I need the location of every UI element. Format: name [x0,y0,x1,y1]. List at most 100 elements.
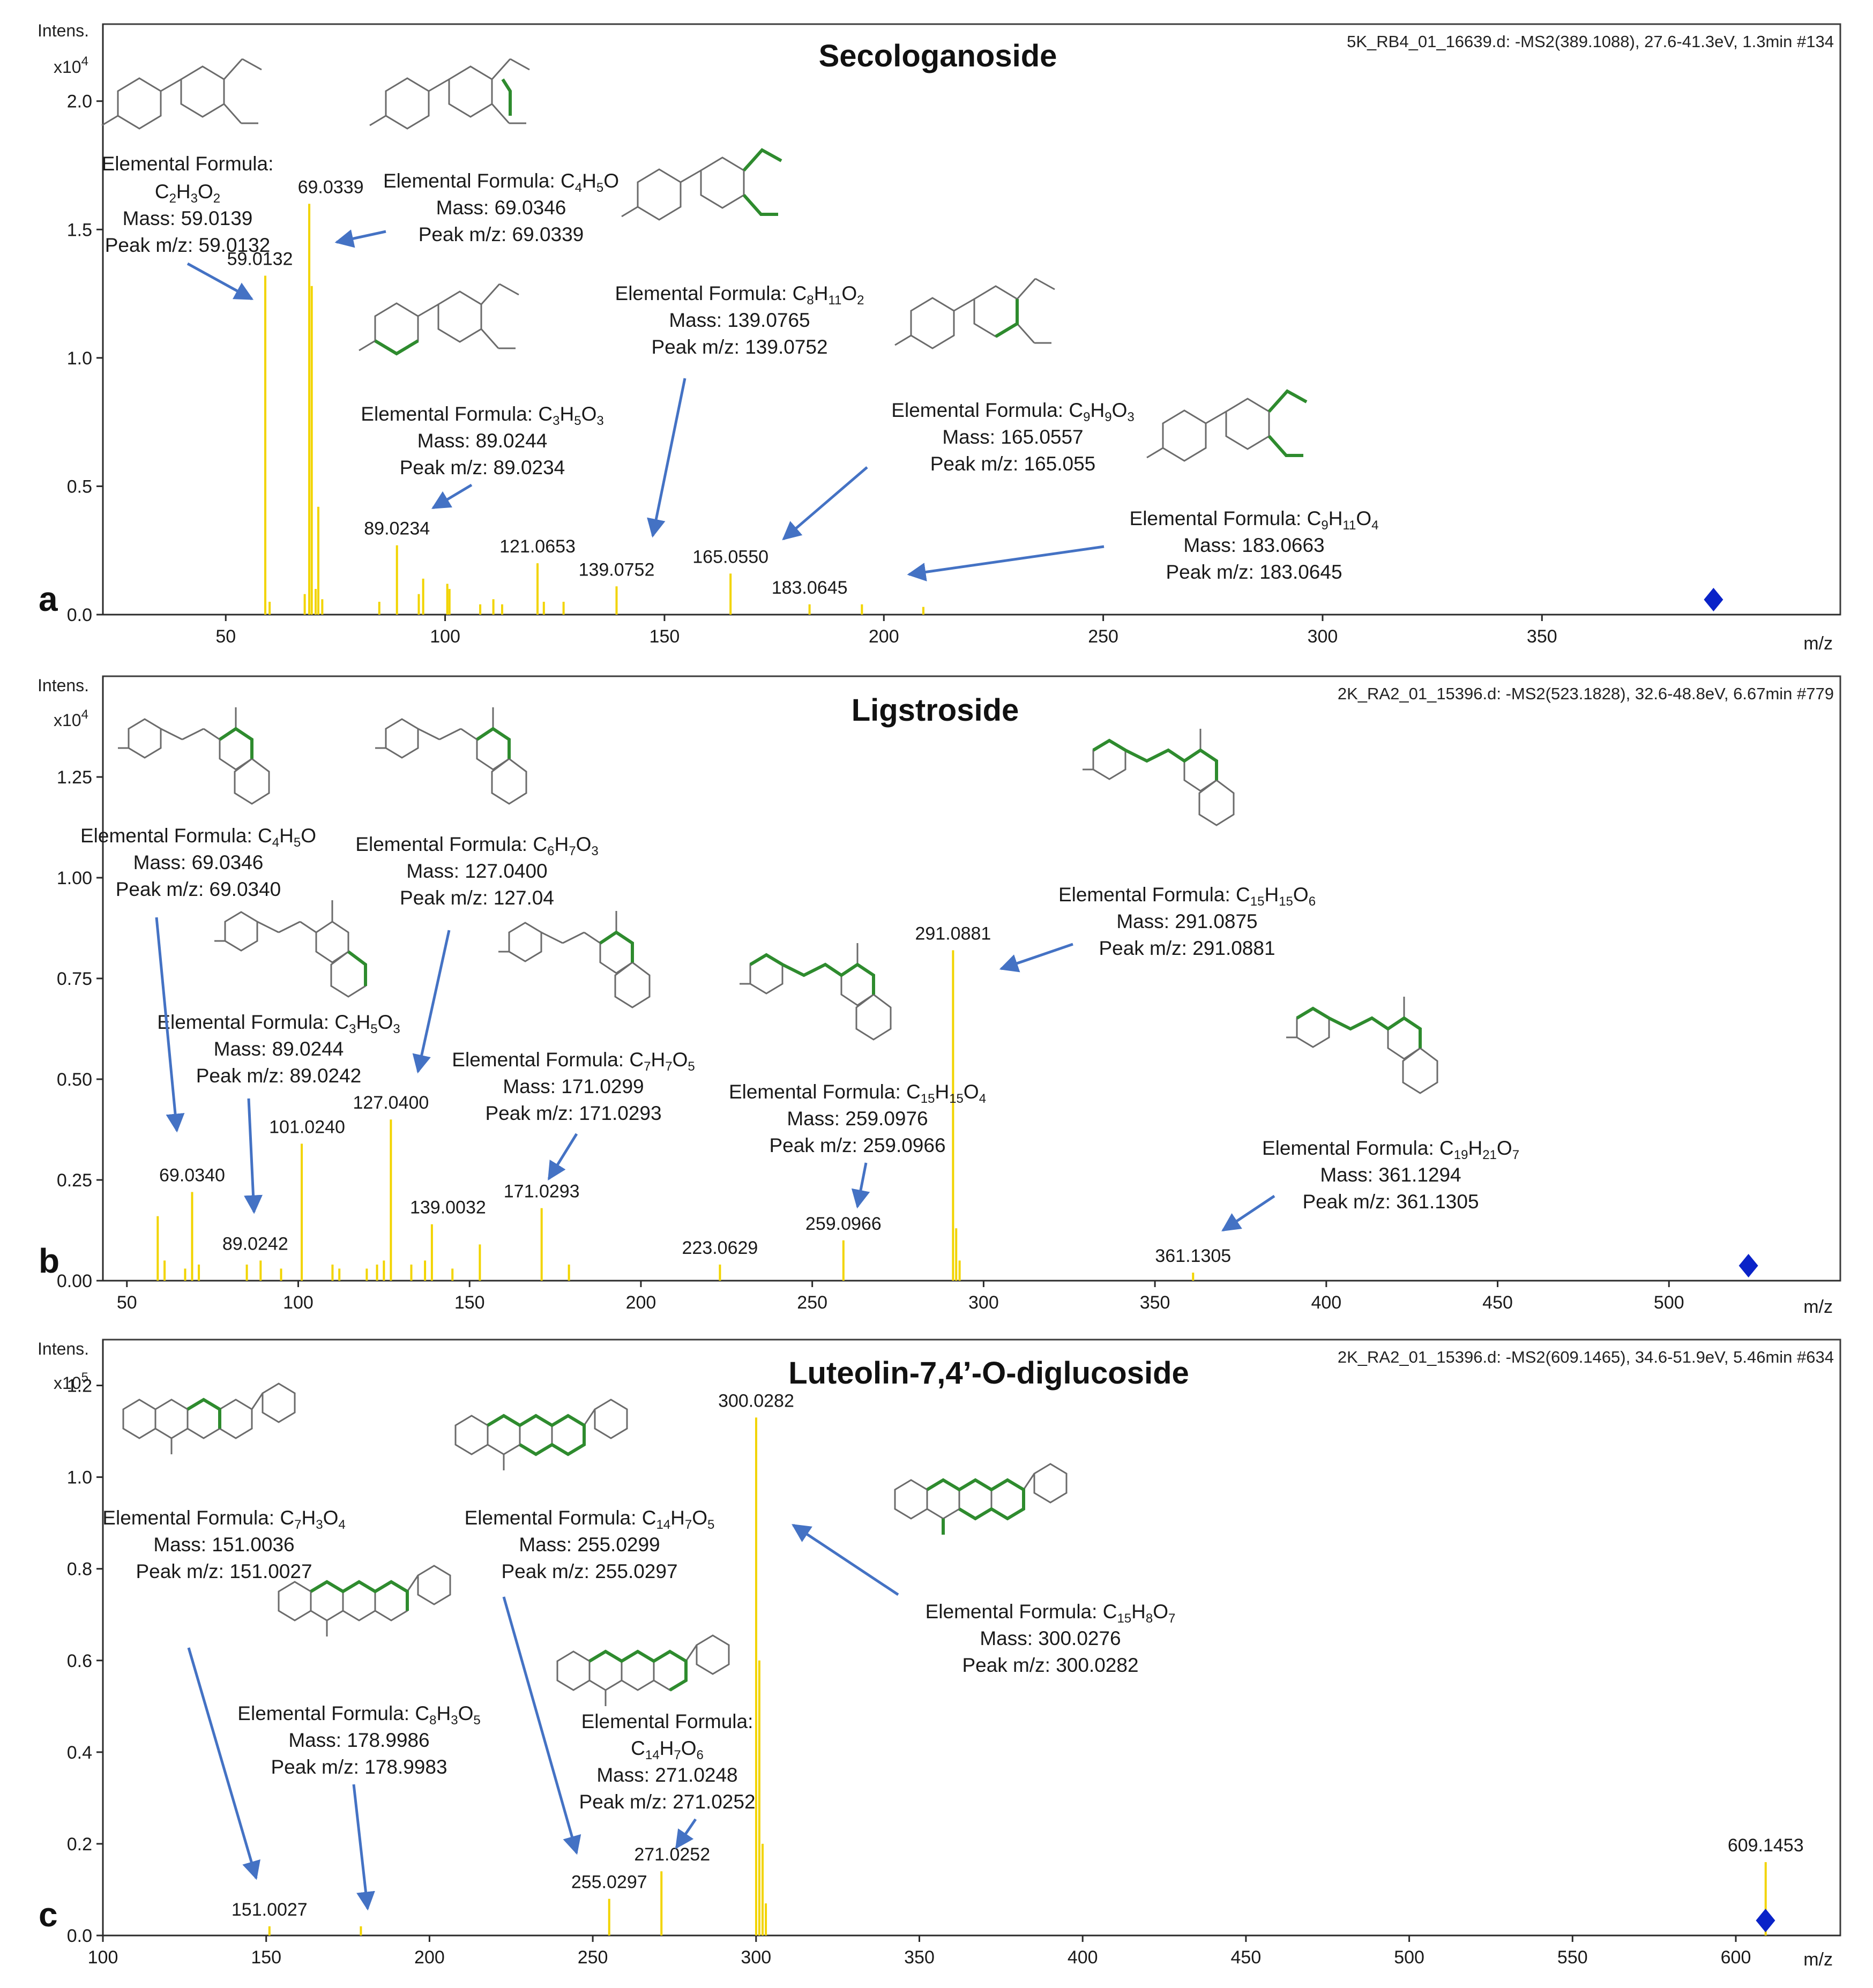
svg-text:Mass: 271.0248: Mass: 271.0248 [596,1764,737,1786]
svg-text:C2H3O2: C2H3O2 [155,181,220,206]
annotation-c4h5o: Elemental Formula: C4H5O Mass: 69.0346 P… [383,170,619,245]
panel-b-peaks [156,950,1758,1281]
pointer-arrow [547,1133,578,1180]
y-tick-label: 0.00 [57,1271,92,1291]
annotation-c6h7o3: Elemental Formula: C6H7O3 Mass: 127.0400… [355,833,598,909]
highlight-bond [186,1397,221,1429]
panel-a-intens-label: Intens. [38,21,89,40]
svg-text:Elemental Formula: C15H15O4: Elemental Formula: C15H15O4 [729,1081,986,1106]
peak-label: 121.0653 [499,536,576,557]
pointer-arrow [907,545,1105,581]
svg-text:Elemental Formula: C7H3O4: Elemental Formula: C7H3O4 [102,1507,345,1532]
pointer-arrow [431,483,473,510]
svg-text:Peak m/z: 271.0252: Peak m/z: 271.0252 [579,1791,755,1813]
x-tick-label: 600 [1721,1947,1751,1968]
pointer-arrow [186,262,254,301]
svg-text:Elemental Formula: C15H8O7: Elemental Formula: C15H8O7 [926,1601,1176,1626]
x-tick-label: 100 [430,626,460,647]
highlight-bond [742,148,782,216]
svg-text:Elemental Formula: C15H15O6: Elemental Formula: C15H15O6 [1058,884,1316,909]
structure-sketch [358,283,520,355]
highlight-bond [476,727,511,759]
svg-text:Mass: 59.0139: Mass: 59.0139 [123,207,253,229]
panel-b-peak-labels: 69.0340 89.0242 101.0240 127.0400 139.0032 17… [159,923,1231,1266]
svg-text:Mass: 255.0299: Mass: 255.0299 [519,1534,660,1556]
peak-label: 223.0629 [682,1238,758,1258]
peak-label: 291.0881 [915,923,991,944]
pointer-arrow [352,1784,375,1911]
y-tick-label: 0.75 [57,969,92,989]
svg-text:C14H7O6: C14H7O6 [631,1737,704,1762]
pointer-arrow [155,917,185,1133]
svg-text:Mass: 291.0875: Mass: 291.0875 [1116,910,1257,932]
x-tick-label: 550 [1557,1947,1588,1968]
annotation-c3h5o3-a: Elemental Formula: C3H5O3 Mass: 89.0244 … [361,403,603,479]
svg-text:Mass: 151.0036: Mass: 151.0036 [153,1534,294,1556]
peak-label: 69.0340 [159,1165,225,1186]
svg-text:Mass: 89.0244: Mass: 89.0244 [417,430,548,452]
highlight-bond [487,1414,586,1456]
panel-b-axes: 50 100 150 200 250 300 350 400 450 500 0.00 0.25 0.5… [57,676,1840,1313]
svg-text:Elemental Formula: C4H5O: Elemental Formula: C4H5O [383,170,619,195]
annotation-c14h7o5: Elemental Formula: C14H7O5 Mass: 255.029… [465,1507,715,1582]
highlight-bond [1296,1006,1422,1048]
svg-text:Peak m/z: 255.0297: Peak m/z: 255.0297 [501,1560,677,1582]
svg-text:Peak m/z: 171.0293: Peak m/z: 171.0293 [485,1102,661,1124]
highlight-bond [995,299,1019,338]
peak-label: 259.0966 [805,1214,882,1234]
y-tick-label: 1.0 [67,348,92,369]
peak-label: 183.0645 [772,578,848,598]
annotation-c14h7o6: Elemental Formula: C14H7O6 Mass: 271.024… [579,1710,755,1813]
highlight-bond [926,1478,1025,1535]
svg-text:Mass: 178.9986: Mass: 178.9986 [288,1729,429,1751]
x-tick-label: 250 [1088,626,1118,647]
panel-b-plot-frame [102,675,1841,1282]
x-tick-label: 50 [117,1292,137,1313]
x-tick-label: 250 [578,1947,608,1968]
peak-label: 271.0252 [634,1844,710,1865]
panel-c-peak-labels: 151.0027 255.0297 271.0252 300.0282 609.1453 [232,1391,1804,1919]
peak-label: 139.0032 [410,1198,486,1218]
peak-label: 300.0282 [718,1391,794,1411]
svg-text:Mass: 300.0276: Mass: 300.0276 [980,1627,1121,1649]
panel-c-source: 2K_RA2_01_15396.d: -MS2(609.1465), 34.6-… [1338,1348,1834,1366]
svg-text:Peak m/z: 127.04: Peak m/z: 127.04 [400,887,554,909]
y-tick-label: 1.00 [57,868,92,888]
panel-c-scale-label: x105 [54,1370,88,1393]
panel-a-mz-label: m/z [1803,633,1833,654]
panel-c-peaks [268,1417,1775,1935]
x-tick-label: 300 [1308,626,1338,647]
annotation-c15h15o4: Elemental Formula: C15H15O4 Mass: 259.09… [729,1081,986,1156]
precursor-marker [1756,1909,1775,1932]
svg-text:Peak m/z: 69.0339: Peak m/z: 69.0339 [419,223,584,245]
panel-c-letter: c [39,1895,58,1934]
highlight-bond [501,78,512,116]
panel-a: Intens. x104 Secologanoside 5K_RB4_01_16… [38,21,1841,654]
y-tick-label: 0.25 [57,1170,92,1191]
peak-label: 255.0297 [571,1872,647,1893]
svg-text:Elemental Formula: C9H9O3: Elemental Formula: C9H9O3 [891,399,1134,424]
highlight-bond [347,950,367,986]
panel-a-peaks [264,204,1723,615]
y-tick-label: 1.25 [57,767,92,788]
svg-text:Peak m/z: 139.0752: Peak m/z: 139.0752 [651,336,827,358]
svg-text:Mass: 165.0557: Mass: 165.0557 [942,426,1083,448]
x-tick-label: 100 [283,1292,314,1313]
panel-a-source: 5K_RB4_01_16639.d: -MS2(389.1088), 27.6-… [1347,32,1834,51]
peak-label: 69.0339 [298,177,364,197]
panel-c-mz-label: m/z [1803,1949,1833,1970]
structure-sketch [117,706,270,805]
structure-sketch [101,58,263,130]
x-tick-label: 350 [904,1947,935,1968]
y-tick-label: 0.5 [67,476,92,497]
svg-text:Peak m/z: 69.0340: Peak m/z: 69.0340 [116,878,281,900]
pointer-arrow [1221,1194,1275,1232]
pointer-arrow [782,466,868,541]
annotation-c9h11o4: Elemental Formula: C9H11O4 Mass: 183.066… [1130,507,1379,583]
panel-b: Intens. x104 Ligstroside 2K_RA2_01_15396… [38,675,1841,1317]
x-tick-label: 200 [869,626,899,647]
annotation-c7h7o5: Elemental Formula: C7H7O5 Mass: 171.0299… [452,1049,695,1124]
x-tick-label: 350 [1527,626,1557,647]
panel-b-intens-label: Intens. [38,676,89,695]
